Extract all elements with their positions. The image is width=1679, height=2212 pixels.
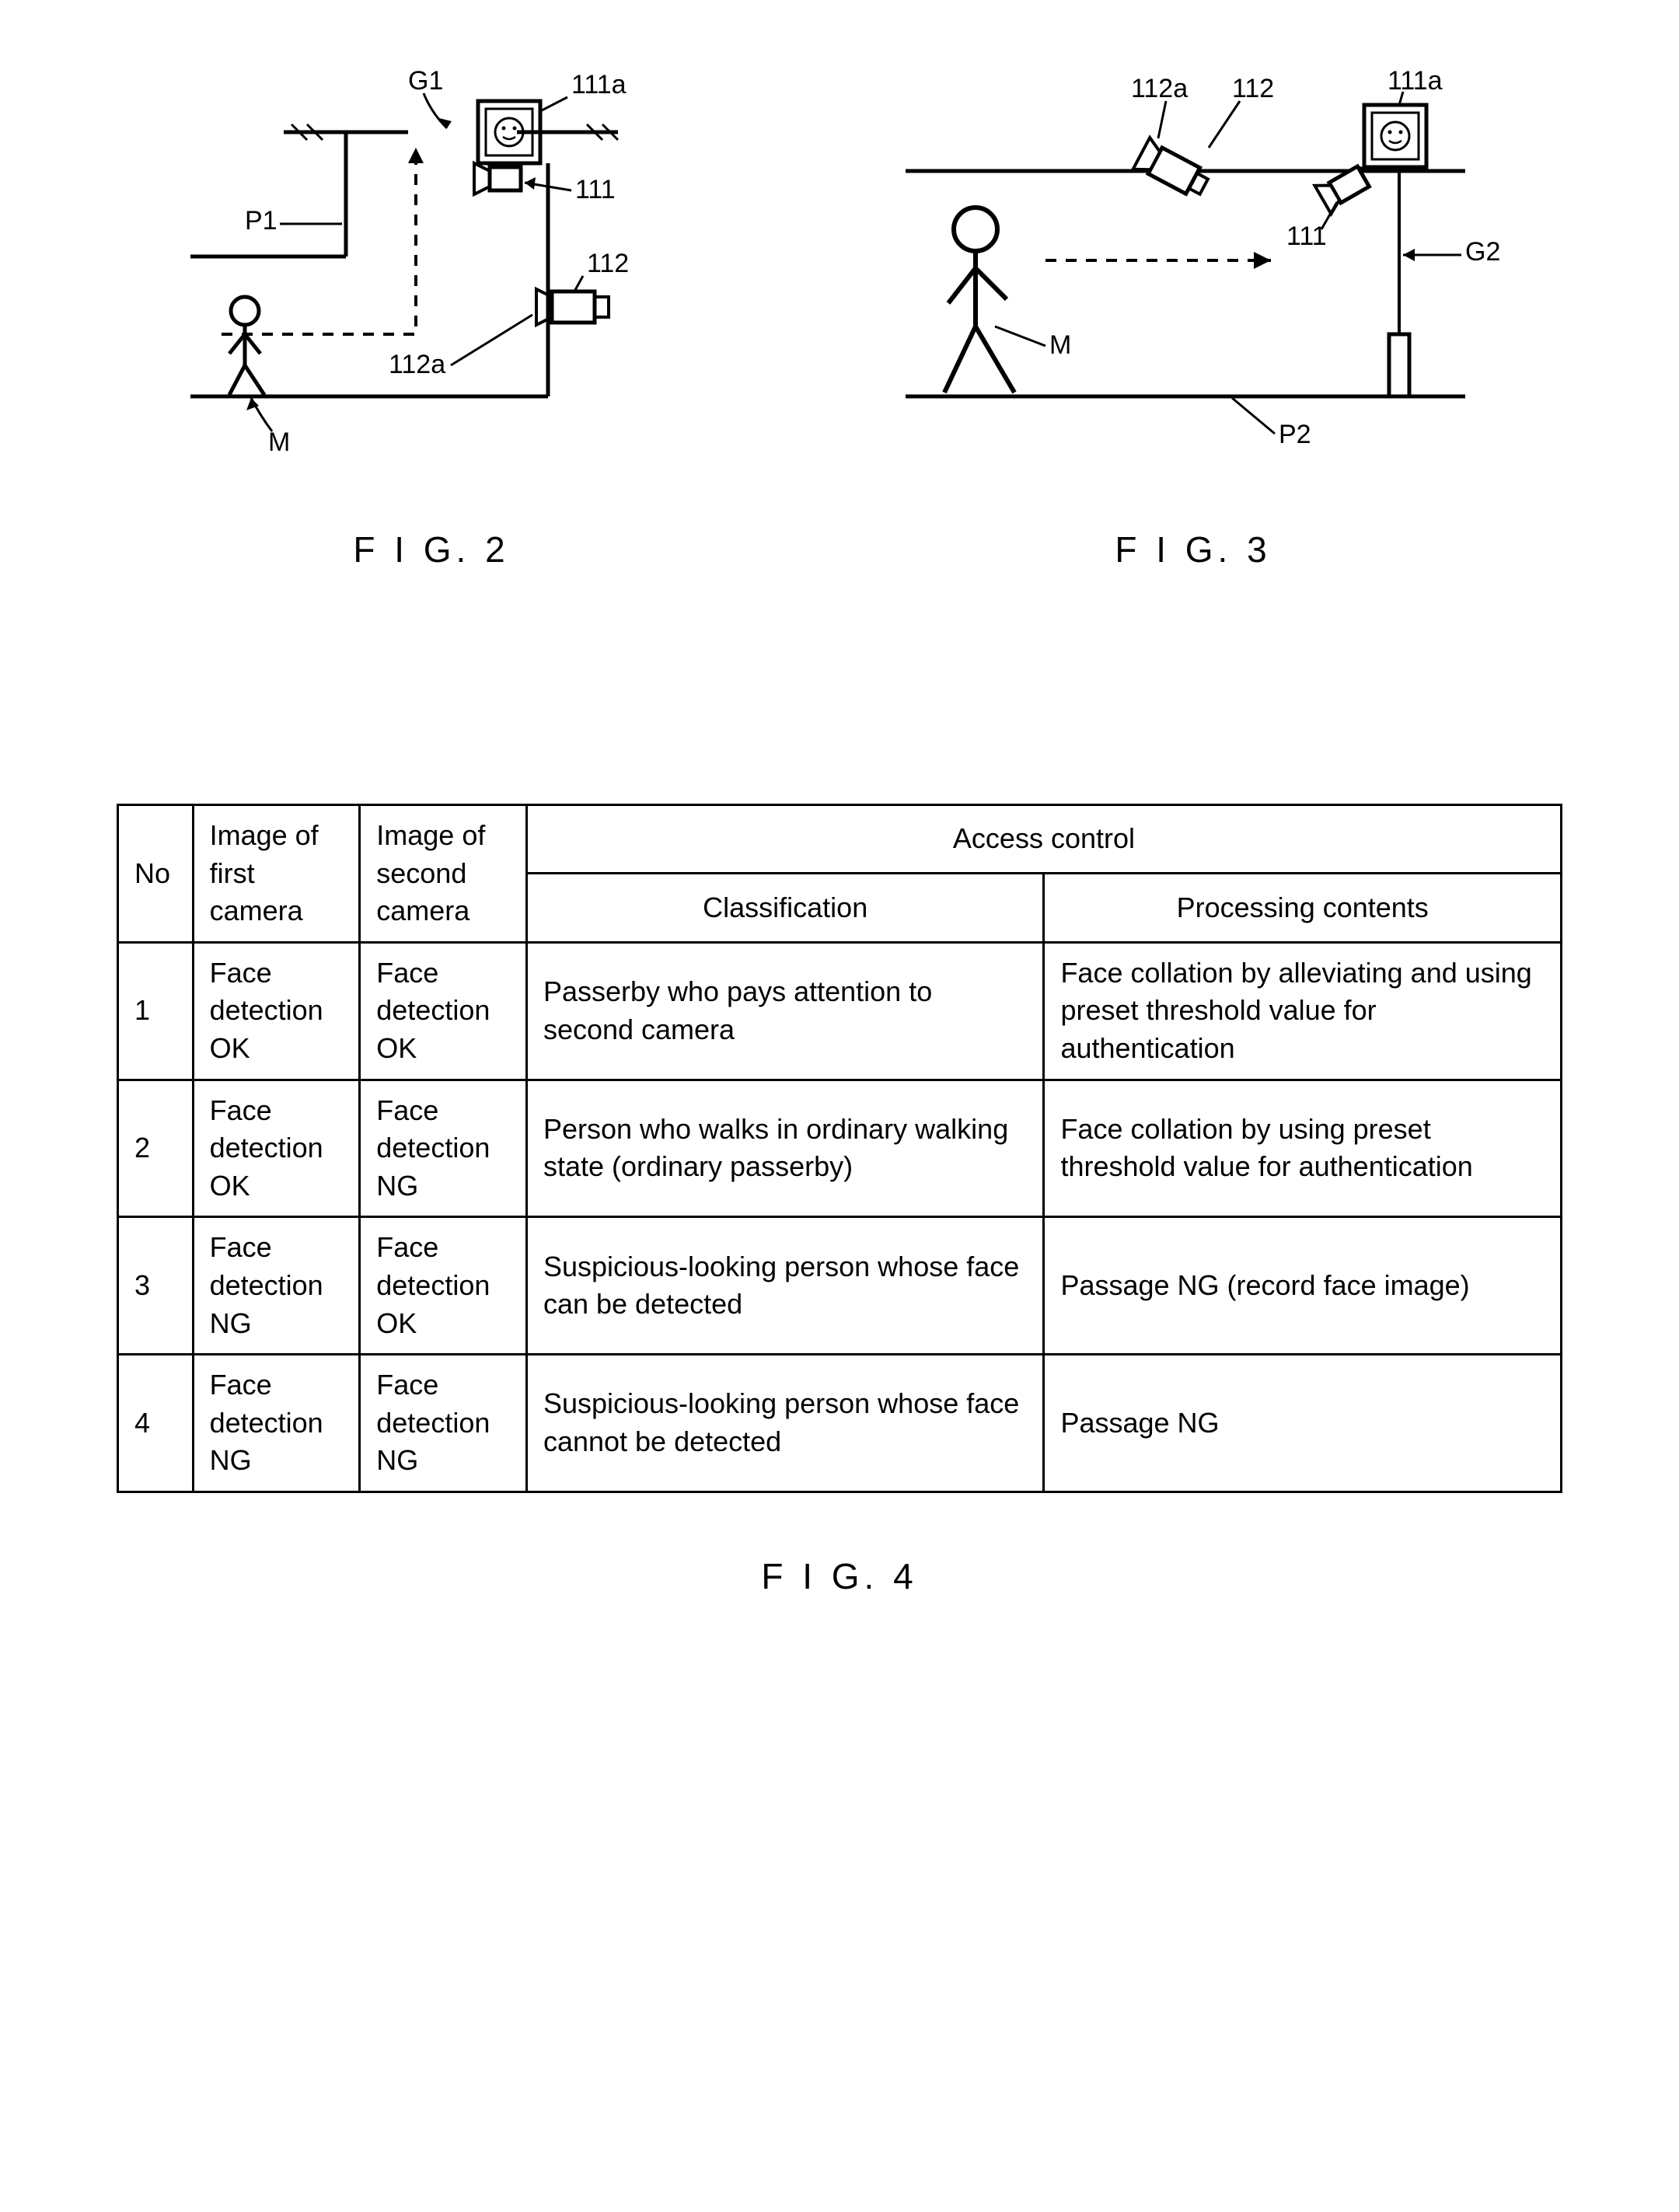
fig4-r1-proc: Face collation by alleviating and using …	[1044, 942, 1562, 1080]
fig4-r2-cam1: Face detection OK	[193, 1080, 360, 1217]
fig4-r3-no: 3	[118, 1217, 194, 1355]
fig3-label-m: M	[1049, 330, 1071, 360]
fig3-label-111a: 111a	[1388, 66, 1443, 96]
fig2-label-p1: P1	[245, 206, 278, 236]
fig4-r3-cam2: Face detection OK	[360, 1217, 527, 1355]
fig4-header-classification: Classification	[526, 874, 1044, 942]
fig4-r4-class: Suspicious-looking person whose face can…	[526, 1355, 1044, 1492]
fig2-label-112: 112	[587, 249, 629, 278]
fig3-label-112: 112	[1232, 74, 1274, 103]
fig2-label-112a: 112a	[389, 350, 445, 379]
fig3-block: 112a 112 111a 111 G2	[859, 47, 1527, 570]
fig4-r3-cam1: Face detection NG	[193, 1217, 360, 1355]
fig4-caption: F I G. 4	[78, 1555, 1601, 1597]
table-row: 4 Face detection NG Face detection NG Su…	[118, 1355, 1562, 1492]
diagrams-row: G1 111a 111 112	[78, 47, 1601, 570]
fig2-label-g1: G1	[408, 66, 443, 96]
fig4-r4-proc: Passage NG	[1044, 1355, 1562, 1492]
fig4-r3-class: Suspicious-looking person whose face can…	[526, 1217, 1044, 1355]
fig3-label-g2: G2	[1465, 237, 1500, 267]
fig4-header-cam2: Image of second camera	[360, 805, 527, 943]
fig4-r2-no: 2	[118, 1080, 194, 1217]
fig4-r1-no: 1	[118, 942, 194, 1080]
fig4-header-processing: Processing contents	[1044, 874, 1562, 942]
fig4-header-cam1: Image of first camera	[193, 805, 360, 943]
fig2-caption: F I G. 2	[353, 529, 509, 570]
table-row: 3 Face detection NG Face detection OK Su…	[118, 1217, 1562, 1355]
fig4-r2-cam2: Face detection NG	[360, 1080, 527, 1217]
fig4-r3-proc: Passage NG (record face image)	[1044, 1217, 1562, 1355]
fig3-label-p2: P2	[1279, 420, 1311, 449]
fig4-r2-proc: Face collation by using preset threshold…	[1044, 1080, 1562, 1217]
fig2-svg: G1 111a 111 112	[152, 47, 711, 497]
fig3-label-112a: 112a	[1131, 74, 1188, 103]
fig3-svg: 112a 112 111a 111 G2	[859, 47, 1527, 497]
fig4-r4-no: 4	[118, 1355, 194, 1492]
fig4-r4-cam1: Face detection NG	[193, 1355, 360, 1492]
table-row: 1 Face detection OK Face detection OK Pa…	[118, 942, 1562, 1080]
fig2-block: G1 111a 111 112	[152, 47, 711, 570]
fig2-label-m: M	[268, 427, 290, 457]
fig4-table: No Image of first camera Image of second…	[117, 804, 1562, 1493]
table-row: 2 Face detection OK Face detection NG Pe…	[118, 1080, 1562, 1217]
fig4-r2-class: Person who walks in ordinary walking sta…	[526, 1080, 1044, 1217]
fig4-r1-cam2: Face detection OK	[360, 942, 527, 1080]
fig4-r4-cam2: Face detection NG	[360, 1355, 527, 1492]
fig2-label-111: 111	[575, 175, 616, 204]
fig4-r1-cam1: Face detection OK	[193, 942, 360, 1080]
fig2-label-111a: 111a	[571, 70, 627, 99]
fig4-header-no: No	[118, 805, 194, 943]
fig3-caption: F I G. 3	[1115, 529, 1271, 570]
fig4-header-access: Access control	[526, 805, 1561, 874]
fig4-r1-class: Passerby who pays attention to second ca…	[526, 942, 1044, 1080]
fig3-label-111: 111	[1286, 222, 1327, 251]
